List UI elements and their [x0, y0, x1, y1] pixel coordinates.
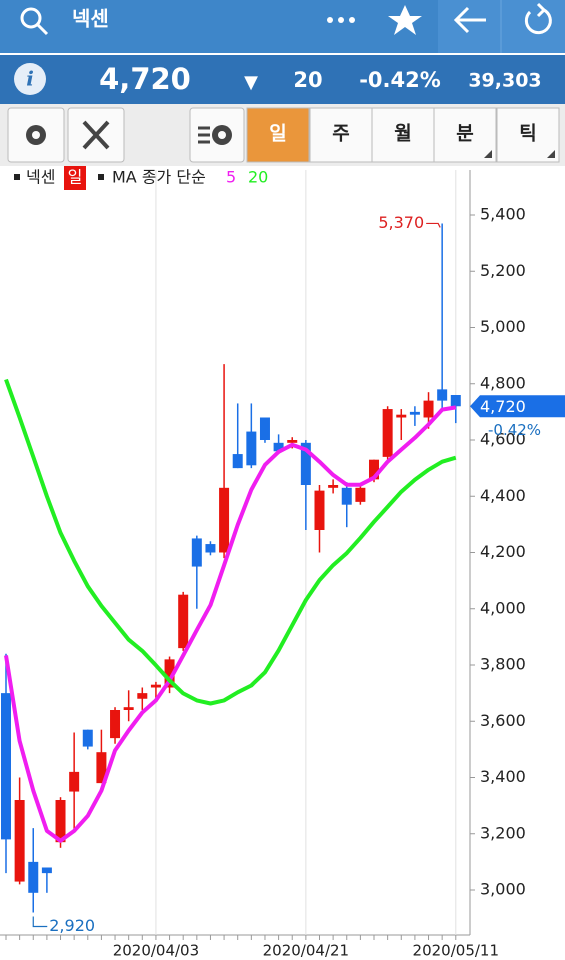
stock-title: 넥센: [72, 7, 109, 31]
more-button[interactable]: [327, 17, 355, 23]
legend-entry: 20: [248, 168, 268, 187]
tab[interactable]: [433, 107, 497, 163]
x-tick-label: 2020/05/11: [413, 942, 499, 960]
tools-button[interactable]: [67, 107, 125, 163]
candle-body: [328, 485, 339, 488]
y-tick-label: 3,200: [480, 823, 526, 842]
low-label: 2,920: [49, 916, 95, 935]
tab[interactable]: [309, 107, 373, 163]
y-tick-label: 3,800: [480, 655, 526, 674]
quote-bar: [0, 55, 565, 104]
candle-body: [137, 693, 148, 699]
y-tick-label: 4,800: [480, 373, 526, 392]
candle-body: [341, 487, 352, 505]
candle-body: [232, 454, 243, 469]
candle-body: [41, 867, 52, 874]
moving-average-line: [4, 405, 457, 843]
change: 20: [293, 68, 322, 92]
tab-label: 주: [332, 123, 349, 145]
moving-average-line: [4, 378, 457, 706]
y-tick-label: 5,200: [480, 261, 526, 280]
candle-body: [205, 544, 216, 553]
legend-period-box: [64, 166, 86, 190]
x-tick-label: 2020/04/21: [263, 942, 349, 960]
settings-button[interactable]: [7, 107, 65, 163]
indicator-settings-button[interactable]: [189, 107, 245, 163]
legend-marker: [98, 174, 104, 180]
refresh-button[interactable]: [524, 2, 552, 35]
last-change-label: -0.42%: [488, 421, 541, 439]
volume: 39,303: [468, 70, 541, 92]
candle-body: [191, 538, 202, 567]
candle-body: [178, 594, 189, 649]
back-button[interactable]: [453, 6, 486, 34]
change-pct: -0.42%: [359, 68, 441, 92]
legend-entry: 5: [226, 168, 236, 187]
candle-body: [314, 490, 325, 530]
candle-body: [164, 659, 175, 688]
price: 4,720: [99, 62, 191, 96]
low-pointer: [32, 916, 48, 928]
legend-period: 일: [68, 168, 83, 187]
info-icon: i: [26, 67, 34, 91]
candle-body: [259, 417, 270, 440]
last-price-tag: [470, 395, 565, 418]
y-tick-label: 5,000: [480, 317, 526, 336]
candle-body: [300, 442, 311, 485]
tab-label: 일: [269, 123, 286, 145]
legend-ma: MA 종가 단순: [112, 168, 206, 187]
dropdown-indicator: [547, 150, 555, 158]
chart: 넥센 일 MA 종가 단순 5 20 3,000 3,200 3,400 3,600 3,800 4…: [0, 166, 565, 960]
candle-body: [396, 414, 407, 418]
candle-body: [273, 442, 284, 452]
candle-body: [369, 459, 380, 480]
favorite-button[interactable]: [388, 5, 422, 35]
tab[interactable]: [371, 107, 435, 163]
search-button[interactable]: [20, 7, 49, 36]
candle-body: [110, 710, 121, 739]
candle-body: [96, 752, 107, 784]
y-tick-label: 4,000: [480, 598, 526, 617]
high-label: 5,370: [378, 213, 424, 232]
legend-marker: [14, 174, 20, 180]
high-pointer: [426, 222, 441, 228]
y-tick-label: 4,600: [480, 430, 526, 449]
y-tick-label: 5,400: [480, 205, 526, 224]
y-tick-label: 3,400: [480, 767, 526, 786]
candle-body: [450, 395, 461, 407]
y-tick-label: 4,200: [480, 542, 526, 561]
tab[interactable]: [496, 107, 560, 163]
candle-body: [1, 693, 11, 840]
y-tick-label: 3,600: [480, 711, 526, 730]
tab[interactable]: [246, 107, 310, 163]
tab-label: 월: [394, 123, 411, 145]
candle-body: [355, 487, 366, 502]
candle-body: [219, 487, 230, 553]
tab-label: 분: [456, 123, 473, 145]
candle-body: [55, 800, 66, 843]
candle-body: [14, 800, 25, 882]
last-price-label: 4,720: [480, 397, 526, 416]
candle-body: [382, 409, 393, 457]
candle-body: [28, 861, 39, 893]
dropdown-indicator: [484, 150, 492, 158]
candle-body: [69, 771, 80, 792]
change-arrow: ▼: [244, 72, 258, 93]
candle-body: [246, 431, 257, 466]
tab-label: 틱: [519, 123, 536, 145]
candle-body: [437, 389, 448, 401]
y-tick-label: 3,000: [480, 880, 526, 899]
x-tick-label: 2020/04/03: [113, 942, 199, 960]
candle-body: [82, 729, 93, 747]
y-tick-label: 4,400: [480, 486, 526, 505]
candle-body: [409, 411, 420, 415]
legend-name: 넥센: [26, 168, 55, 187]
candle-body: [287, 440, 298, 443]
candle-body: [150, 684, 161, 688]
chart-area: [0, 166, 565, 960]
info-button[interactable]: [14, 63, 46, 95]
candle-body: [423, 400, 434, 418]
candle-body: [123, 707, 134, 710]
